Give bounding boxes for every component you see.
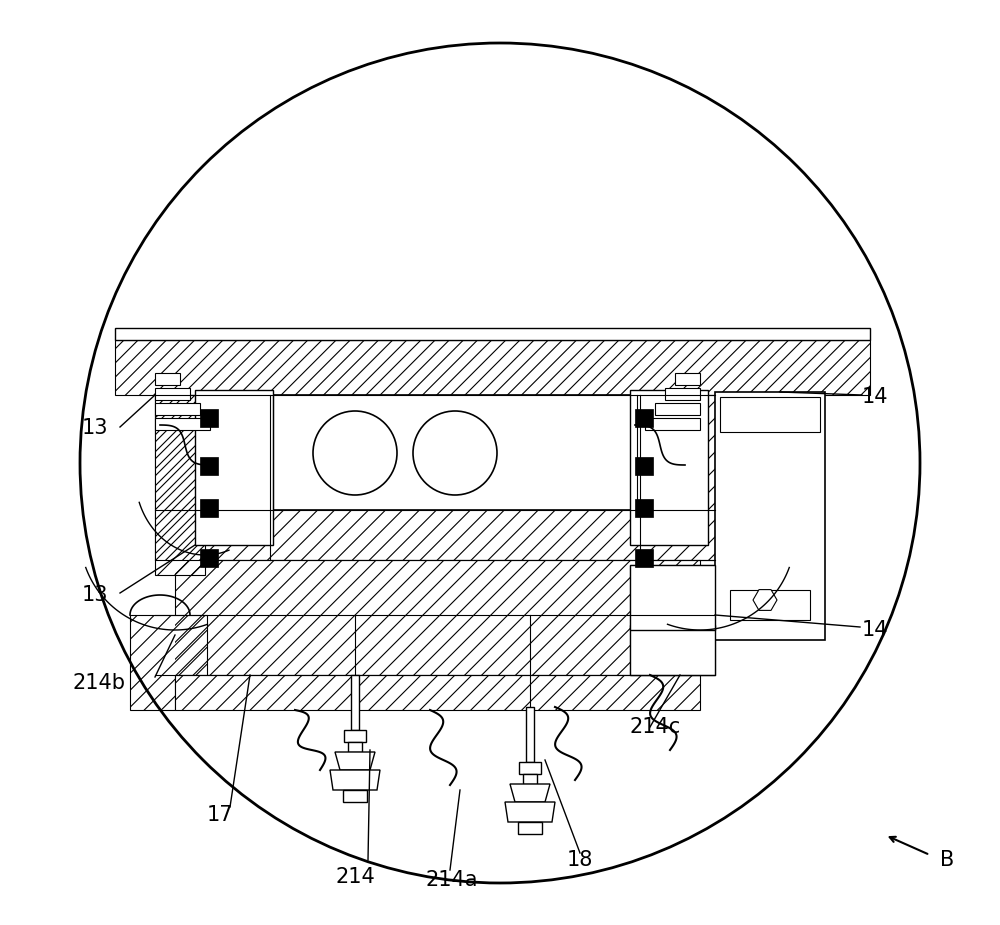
Text: 14: 14 <box>862 620 889 640</box>
Text: 214b: 214b <box>72 673 125 693</box>
Bar <box>630 565 715 630</box>
Bar <box>200 549 218 567</box>
Bar <box>635 549 653 567</box>
Bar <box>526 707 534 762</box>
Text: 18: 18 <box>567 850 593 870</box>
Text: 13: 13 <box>82 418 108 438</box>
Bar <box>519 762 541 774</box>
Bar <box>715 392 825 640</box>
Bar <box>155 418 210 430</box>
Bar <box>200 409 218 427</box>
Polygon shape <box>155 395 715 560</box>
Bar <box>645 418 700 430</box>
Bar <box>155 403 200 415</box>
Bar <box>675 373 700 385</box>
Text: 14: 14 <box>862 387 889 407</box>
Bar <box>523 774 537 784</box>
Polygon shape <box>175 560 700 675</box>
Polygon shape <box>753 589 777 610</box>
Polygon shape <box>510 784 550 802</box>
Polygon shape <box>505 802 555 822</box>
Polygon shape <box>175 675 700 710</box>
Bar <box>518 822 542 834</box>
Polygon shape <box>155 395 205 575</box>
Bar <box>155 373 180 385</box>
Bar <box>635 409 653 427</box>
Text: 13: 13 <box>82 585 108 605</box>
Bar <box>155 388 190 400</box>
Text: B: B <box>940 850 954 870</box>
Text: 214a: 214a <box>426 870 478 890</box>
Bar <box>348 742 362 752</box>
Bar <box>270 395 640 510</box>
Bar <box>630 625 715 675</box>
Bar <box>635 457 653 475</box>
Text: 214c: 214c <box>629 717 681 737</box>
Polygon shape <box>330 770 380 790</box>
Polygon shape <box>130 615 207 710</box>
Bar <box>115 328 870 340</box>
Bar <box>343 790 367 802</box>
Text: 17: 17 <box>207 805 233 825</box>
Polygon shape <box>335 752 375 770</box>
Bar <box>730 590 810 620</box>
Bar <box>344 730 366 742</box>
Bar <box>635 499 653 517</box>
Bar <box>200 457 218 475</box>
Bar <box>195 390 273 545</box>
Polygon shape <box>115 340 870 395</box>
Bar <box>655 403 700 415</box>
Bar <box>665 388 700 400</box>
Text: 214: 214 <box>335 867 375 887</box>
Bar <box>630 390 708 545</box>
Bar <box>200 499 218 517</box>
Bar <box>720 397 820 432</box>
Bar <box>351 675 359 730</box>
Polygon shape <box>630 565 715 675</box>
